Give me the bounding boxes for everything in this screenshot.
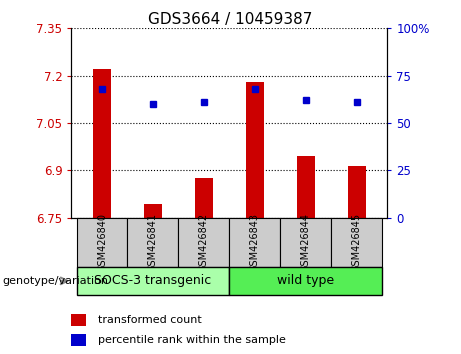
Bar xyxy=(77,218,128,267)
Text: wild type: wild type xyxy=(277,274,334,287)
Text: SOCS-3 transgenic: SOCS-3 transgenic xyxy=(95,274,212,287)
Text: GSM426841: GSM426841 xyxy=(148,213,158,272)
Text: GSM426843: GSM426843 xyxy=(250,213,260,272)
Bar xyxy=(71,314,86,326)
Bar xyxy=(297,156,315,218)
Text: GSM426842: GSM426842 xyxy=(199,213,209,272)
Text: GSM426845: GSM426845 xyxy=(352,213,362,272)
Bar xyxy=(230,267,382,295)
Bar xyxy=(144,204,162,218)
Bar xyxy=(128,218,178,267)
Bar xyxy=(230,218,280,267)
Text: transformed count: transformed count xyxy=(98,315,201,325)
Bar xyxy=(71,334,86,346)
Bar xyxy=(77,267,230,295)
Text: genotype/variation: genotype/variation xyxy=(2,276,108,286)
Text: GSM426844: GSM426844 xyxy=(301,213,311,272)
Text: percentile rank within the sample: percentile rank within the sample xyxy=(98,335,286,345)
Bar xyxy=(93,69,111,218)
Text: GDS3664 / 10459387: GDS3664 / 10459387 xyxy=(148,12,313,27)
Text: GSM426840: GSM426840 xyxy=(97,213,107,272)
Bar xyxy=(178,218,230,267)
Bar xyxy=(348,166,366,218)
Bar xyxy=(246,82,264,218)
Bar xyxy=(331,218,382,267)
Bar xyxy=(280,218,331,267)
Bar xyxy=(195,178,213,218)
